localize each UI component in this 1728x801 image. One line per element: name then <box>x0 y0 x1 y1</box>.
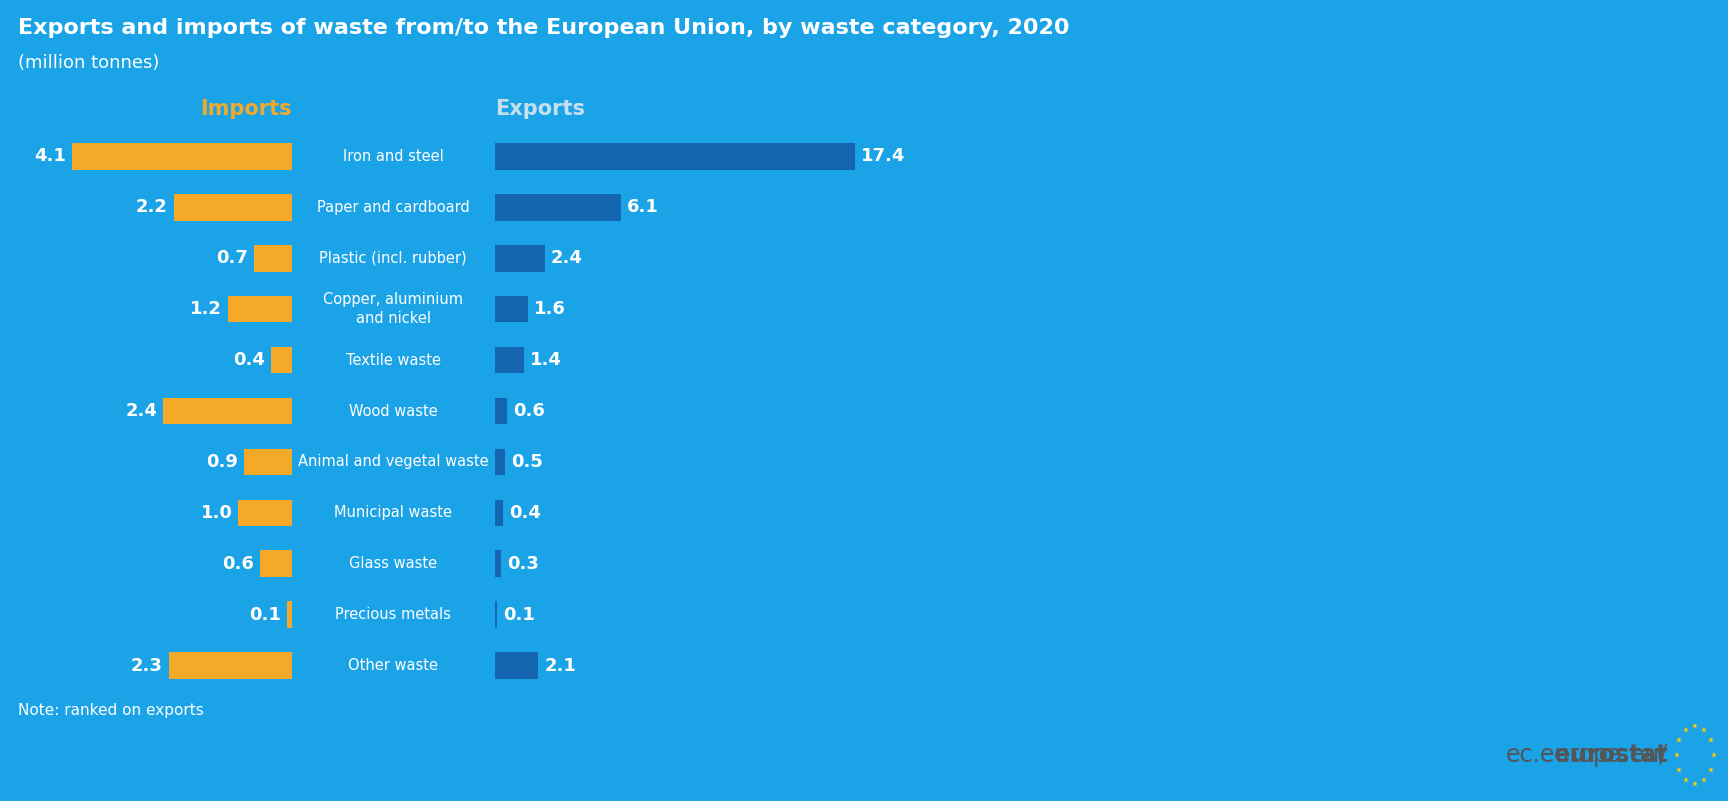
Bar <box>494 449 505 475</box>
Text: Municipal waste: Municipal waste <box>334 505 453 521</box>
Text: 0.1: 0.1 <box>503 606 536 624</box>
Text: 1.4: 1.4 <box>530 351 562 369</box>
Bar <box>238 500 292 526</box>
Bar <box>494 194 620 220</box>
Bar <box>244 449 292 475</box>
Bar <box>254 245 292 272</box>
Text: 2.4: 2.4 <box>126 402 157 420</box>
Text: eurostat: eurostat <box>1446 743 1668 767</box>
Text: 0.9: 0.9 <box>206 453 238 471</box>
Text: 1.2: 1.2 <box>190 300 221 318</box>
Text: 2.1: 2.1 <box>544 657 577 674</box>
Bar <box>228 296 292 323</box>
Text: Other waste: Other waste <box>347 658 437 673</box>
Bar <box>494 602 498 628</box>
Bar <box>494 500 503 526</box>
Text: Animal and vegetal waste: Animal and vegetal waste <box>297 454 489 469</box>
Bar <box>494 398 508 425</box>
Bar <box>494 245 544 272</box>
Bar <box>287 602 292 628</box>
Text: Imports: Imports <box>200 99 292 119</box>
Text: ec.europa.eu/: ec.europa.eu/ <box>1505 743 1668 767</box>
Text: 0.3: 0.3 <box>508 555 539 573</box>
Text: (million tonnes): (million tonnes) <box>17 54 159 72</box>
Text: 17.4: 17.4 <box>861 147 905 166</box>
Text: Precious metals: Precious metals <box>335 607 451 622</box>
Text: Plastic (incl. rubber): Plastic (incl. rubber) <box>320 251 467 266</box>
Text: 2.2: 2.2 <box>137 199 168 216</box>
Text: Copper, aluminium
and nickel: Copper, aluminium and nickel <box>323 292 463 326</box>
Text: Iron and steel: Iron and steel <box>342 149 444 164</box>
Text: 1.6: 1.6 <box>534 300 567 318</box>
Text: 0.6: 0.6 <box>221 555 254 573</box>
Text: 0.5: 0.5 <box>511 453 543 471</box>
Text: Exports: Exports <box>494 99 586 119</box>
Text: 2.3: 2.3 <box>131 657 162 674</box>
Bar <box>271 347 292 373</box>
Text: 0.4: 0.4 <box>233 351 264 369</box>
Bar <box>169 652 292 678</box>
Text: 2.4: 2.4 <box>551 249 582 268</box>
Bar <box>73 143 292 170</box>
Text: Wood waste: Wood waste <box>349 404 437 418</box>
Text: 0.1: 0.1 <box>249 606 280 624</box>
Text: 0.7: 0.7 <box>216 249 249 268</box>
Text: Glass waste: Glass waste <box>349 556 437 571</box>
Text: Note: ranked on exports: Note: ranked on exports <box>17 703 204 718</box>
Bar <box>259 550 292 577</box>
Bar <box>494 550 501 577</box>
Text: 1.0: 1.0 <box>200 504 232 521</box>
Bar <box>494 296 529 323</box>
Text: 0.4: 0.4 <box>510 504 541 521</box>
Text: Textile waste: Textile waste <box>346 352 441 368</box>
Text: Exports and imports of waste from/to the European Union, by waste category, 2020: Exports and imports of waste from/to the… <box>17 18 1070 38</box>
Bar <box>175 194 292 220</box>
Bar <box>494 347 524 373</box>
Bar <box>494 652 539 678</box>
Bar <box>494 143 855 170</box>
Text: 4.1: 4.1 <box>35 147 66 166</box>
Text: 0.6: 0.6 <box>513 402 546 420</box>
Bar <box>162 398 292 425</box>
Text: Paper and cardboard: Paper and cardboard <box>316 200 470 215</box>
Text: 6.1: 6.1 <box>627 199 658 216</box>
